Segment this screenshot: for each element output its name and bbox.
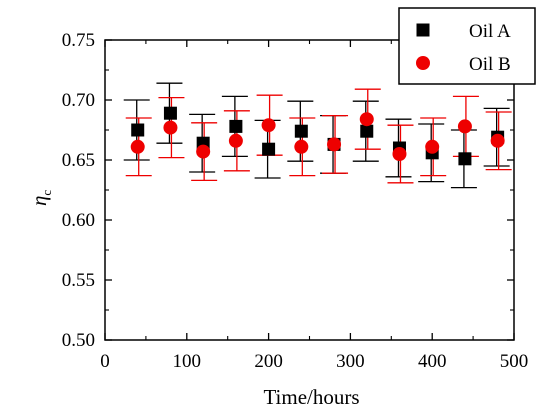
data-point-square xyxy=(262,142,276,156)
y-axis-title: ηc xyxy=(27,190,54,206)
data-point-square xyxy=(163,106,177,120)
series-1-markers xyxy=(131,106,505,166)
legend-label: Oil A xyxy=(469,21,511,42)
y-tick-label: 0.60 xyxy=(62,210,95,231)
data-point-circle xyxy=(457,119,472,134)
data-point-circle xyxy=(425,139,440,154)
legend: Oil A Oil B xyxy=(398,7,536,85)
data-point-circle xyxy=(359,112,374,127)
series-2 xyxy=(125,88,512,184)
y-axis-title-main: η xyxy=(27,196,51,206)
data-point-square xyxy=(360,124,374,138)
y-tick-label: 0.65 xyxy=(62,150,95,171)
data-point-circle xyxy=(490,133,505,148)
data-point-circle xyxy=(294,139,309,154)
data-point-square xyxy=(131,123,145,137)
x-tick-label: 0 xyxy=(100,351,110,372)
data-point-square xyxy=(229,119,243,133)
data-point-square xyxy=(458,152,472,166)
x-tick-label: 200 xyxy=(254,351,283,372)
series-2-markers xyxy=(130,112,505,161)
y-tick-label: 0.55 xyxy=(62,270,95,291)
y-axis-title-sub: c xyxy=(39,190,54,196)
x-tick-label: 400 xyxy=(418,351,447,372)
data-point-circle xyxy=(228,133,243,148)
legend-label: Oil B xyxy=(469,54,511,75)
legend-box xyxy=(398,7,536,85)
y-tick-label: 0.75 xyxy=(62,30,95,51)
x-tick-label: 100 xyxy=(173,351,202,372)
series-layer xyxy=(123,82,512,189)
data-point-circle xyxy=(327,137,342,152)
x-axis-title: Time/hours xyxy=(263,385,359,409)
data-point-circle xyxy=(392,147,407,161)
x-tick-label: 500 xyxy=(500,351,529,372)
y-tick-label: 0.70 xyxy=(62,90,95,111)
axes-layer: 0 100 200 300 400 500 0.50 0.55 0.60 0.65 0.70 0.75 xyxy=(62,30,529,372)
data-point-circle xyxy=(261,118,276,133)
legend-marker-circle xyxy=(416,56,430,70)
series-1 xyxy=(123,82,510,189)
y-tick-label: 0.50 xyxy=(62,330,95,351)
plot-frame xyxy=(104,39,515,341)
x-tick-label: 300 xyxy=(336,351,365,372)
data-point-circle xyxy=(196,144,211,159)
data-point-circle xyxy=(130,139,145,154)
data-point-square xyxy=(294,124,308,138)
legend-marker-square xyxy=(416,23,430,37)
data-point-circle xyxy=(163,120,178,135)
